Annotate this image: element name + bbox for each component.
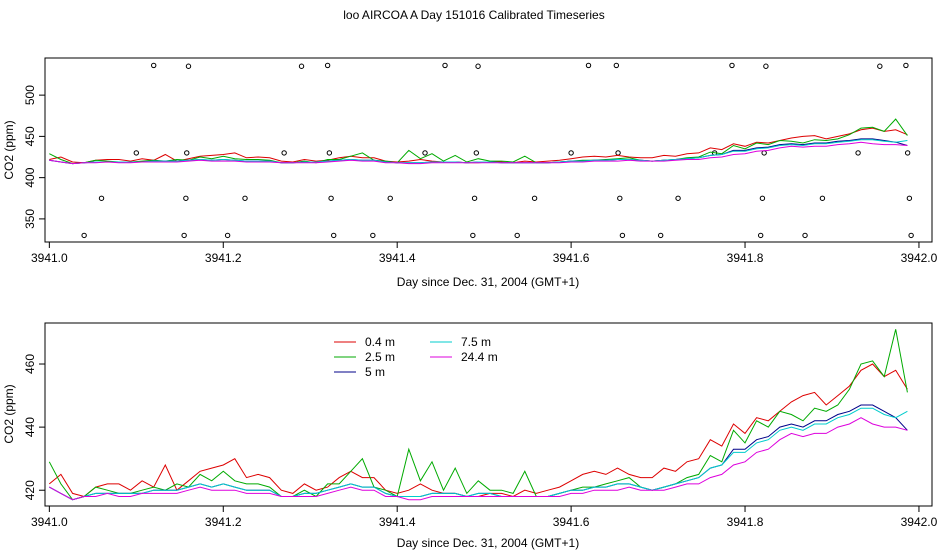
timeseries-x-tick-label: 3942.0 bbox=[901, 515, 938, 529]
calibration-point bbox=[184, 150, 190, 156]
timeseries-x-axis-label: Day since Dec. 31, 2004 (GMT+1) bbox=[397, 536, 579, 550]
calibration-x-tick-label: 3941.2 bbox=[205, 251, 242, 265]
calibration-point bbox=[331, 232, 337, 239]
timeseries-series-5-mm-line bbox=[49, 404, 908, 501]
calibration-y-axis-label: CO2 (ppm) bbox=[2, 120, 16, 179]
legend-label: 7.5 m bbox=[461, 335, 491, 349]
calibration-point bbox=[568, 150, 574, 156]
calibration-point bbox=[757, 232, 764, 239]
timeseries-series-0-4-mm-line bbox=[48, 363, 908, 498]
calibration-y-tick-label: 450 bbox=[23, 126, 37, 146]
calibration-point bbox=[877, 63, 883, 69]
calibration-x-tick-label: 3942.0 bbox=[901, 251, 938, 265]
calibration-point bbox=[585, 62, 592, 69]
timeseries-x-tick-label: 3941.4 bbox=[379, 515, 416, 529]
calibration-point bbox=[615, 150, 621, 156]
calibration-y-tick-label: 500 bbox=[23, 85, 37, 105]
timeseries-y-tick-label: 460 bbox=[23, 354, 37, 374]
timeseries-x-tick-label: 3941.6 bbox=[553, 515, 590, 529]
calibration-point bbox=[855, 150, 861, 156]
calibration-panel-series-line bbox=[49, 139, 908, 165]
calibration-point bbox=[675, 195, 681, 201]
timeseries-series-24-4-mm-line bbox=[49, 417, 908, 501]
timeseries-panel: Day since Dec. 31, 2004 (GMT+1) CO2 (ppm… bbox=[2, 322, 938, 550]
legend-label: 2.5 m bbox=[365, 350, 395, 364]
calibration-point bbox=[183, 195, 189, 201]
calibration-point bbox=[326, 150, 333, 156]
calibration-point bbox=[729, 62, 735, 69]
calibration-point bbox=[903, 62, 909, 69]
calibration-panel-series-line bbox=[49, 141, 908, 165]
timeseries-y-axis-label: CO2 (ppm) bbox=[2, 384, 16, 443]
calibration-point bbox=[619, 232, 626, 239]
calibration-point bbox=[81, 232, 87, 239]
calibration-point bbox=[422, 150, 428, 156]
timeseries-y-tick-label: 440 bbox=[23, 417, 37, 437]
calibration-point bbox=[759, 195, 766, 201]
figure-title: loo AIRCOA A Day 151016 Calibrated Times… bbox=[343, 8, 604, 22]
calibration-point bbox=[908, 232, 914, 239]
timeseries-y-tick-label: 420 bbox=[23, 480, 37, 500]
calibration-point bbox=[185, 63, 192, 69]
calibration-point bbox=[819, 195, 826, 201]
calibration-point bbox=[281, 150, 287, 156]
legend-label: 5 m bbox=[365, 365, 385, 379]
timeseries-x-tick-label: 3941.0 bbox=[31, 515, 68, 529]
timeseries-series-7-5-mm-line bbox=[49, 407, 908, 501]
timeseries-series-2-5-mm-line bbox=[48, 329, 908, 501]
calibration-point bbox=[133, 150, 140, 156]
calibration-point bbox=[613, 62, 620, 69]
calibration-point bbox=[470, 232, 476, 239]
calibration-x-tick-label: 3941.4 bbox=[379, 251, 416, 265]
calibration-point bbox=[370, 232, 376, 239]
calibration-point bbox=[657, 232, 664, 239]
calibration-point bbox=[514, 232, 520, 239]
calibration-point bbox=[224, 232, 231, 239]
calibration-point bbox=[761, 150, 767, 156]
calibration-y-tick-label: 400 bbox=[23, 167, 37, 187]
legend-label: 24.4 m bbox=[461, 350, 498, 364]
calibration-point bbox=[473, 150, 480, 156]
calibration-x-tick-label: 3941.6 bbox=[553, 251, 590, 265]
calibration-point bbox=[151, 62, 157, 69]
calibration-point bbox=[328, 195, 334, 201]
calibration-point bbox=[98, 195, 105, 201]
timeseries-x-tick-label: 3941.2 bbox=[205, 515, 242, 529]
calibration-point bbox=[904, 150, 911, 156]
calibration-y-tick-label: 350 bbox=[23, 209, 37, 229]
calibration-point bbox=[475, 63, 481, 69]
legend-label: 0.4 m bbox=[365, 335, 395, 349]
calibration-point bbox=[324, 62, 331, 69]
calibration-point bbox=[442, 62, 448, 69]
calibration-panel-series-line bbox=[49, 118, 908, 165]
calibration-x-axis-label: Day since Dec. 31, 2004 (GMT+1) bbox=[397, 275, 579, 289]
calibration-point bbox=[181, 232, 187, 239]
calibration-x-tick-label: 3941.0 bbox=[31, 251, 68, 265]
calibration-point bbox=[617, 195, 623, 201]
calibration-point bbox=[387, 195, 393, 201]
calibration-x-tick-label: 3941.8 bbox=[727, 251, 764, 265]
timeseries-x-tick-label: 3941.8 bbox=[727, 515, 764, 529]
timeseries-plot-frame bbox=[44, 322, 933, 507]
calibration-point bbox=[802, 232, 808, 239]
calibration-point bbox=[242, 195, 248, 201]
calibration-panel: Day since Dec. 31, 2004 (GMT+1) CO2 (ppm… bbox=[2, 57, 938, 289]
calibration-point bbox=[298, 63, 305, 69]
calibration-point bbox=[471, 195, 478, 201]
calibration-point bbox=[531, 195, 538, 201]
calibration-plot-frame bbox=[44, 57, 933, 243]
calibration-point bbox=[763, 63, 769, 69]
calibration-point bbox=[906, 195, 913, 201]
